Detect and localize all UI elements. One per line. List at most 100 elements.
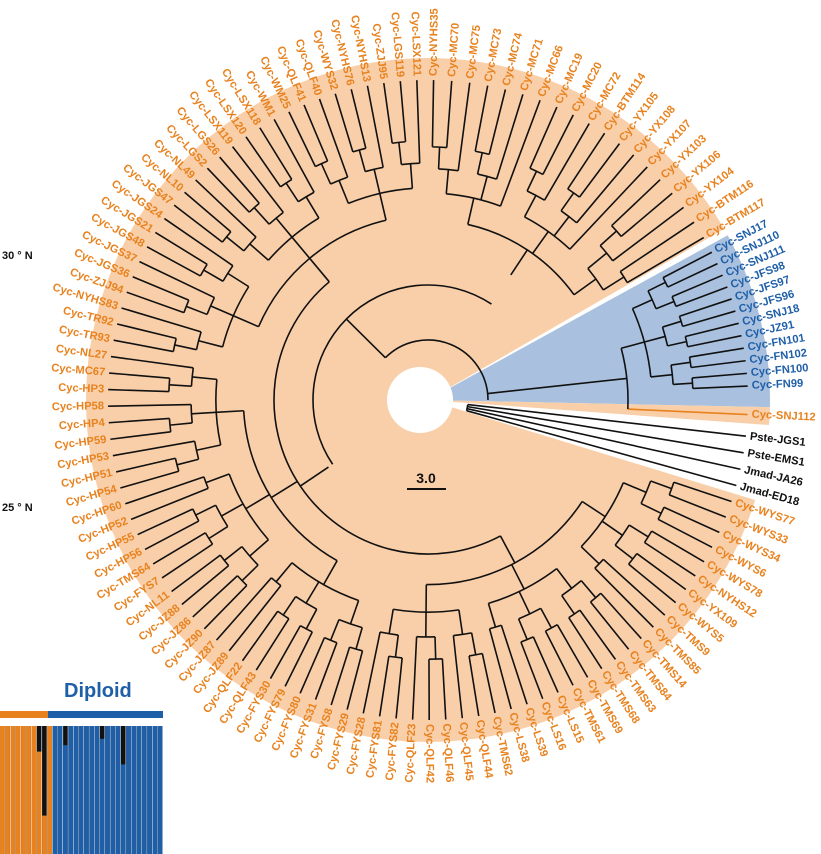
branch (434, 636, 437, 660)
branch (481, 653, 496, 714)
branch-arc (468, 652, 483, 657)
branch (632, 299, 653, 310)
branch (192, 575, 238, 618)
branch-arc (678, 316, 684, 327)
structure-bar (15, 726, 21, 854)
leaf-label: Cyc-LSX121 (408, 11, 422, 76)
branch (195, 504, 217, 516)
branch (288, 111, 317, 167)
branch (113, 339, 174, 353)
branch-arc (195, 331, 202, 350)
branch (540, 607, 553, 629)
branch (543, 123, 590, 201)
branch-arc (221, 286, 250, 348)
leaf-label: Cyc-FYS82 (384, 722, 402, 781)
branch (568, 617, 603, 670)
branch (620, 192, 673, 238)
leaf-label: Cyc-HP4 (58, 417, 106, 432)
branch (249, 243, 269, 261)
branch (378, 656, 390, 717)
branch (338, 180, 350, 204)
branch (628, 563, 677, 604)
branch (139, 260, 215, 299)
branch (174, 344, 197, 351)
branch (561, 595, 576, 615)
branch-arc (619, 271, 628, 284)
branch (398, 142, 403, 165)
branch (318, 98, 349, 178)
branch (611, 179, 661, 227)
branch-arc (568, 609, 581, 619)
branch (466, 407, 741, 471)
branch (282, 596, 297, 616)
branch-arc (545, 623, 558, 632)
branch (468, 655, 480, 717)
structure-bar (94, 726, 100, 854)
branch (647, 281, 666, 292)
branch (441, 658, 447, 720)
branch (619, 221, 695, 273)
branch (399, 81, 407, 142)
snj112-wedge (428, 400, 770, 426)
branch-arc (206, 297, 216, 315)
branch (488, 89, 507, 155)
branch (132, 276, 190, 301)
branch-arc (192, 508, 200, 522)
branch (556, 568, 573, 589)
branch (687, 334, 742, 348)
branch (560, 192, 575, 212)
branch (275, 217, 293, 238)
branch (510, 249, 529, 276)
leaf-label: Cyc-HP58 (52, 400, 104, 413)
branch-arc (392, 140, 406, 145)
branch-arc (388, 655, 403, 659)
latitude-30n-label: 30 ° N (2, 250, 33, 262)
branch (383, 82, 393, 144)
branch-arc (671, 296, 677, 307)
branch (576, 154, 635, 224)
structure-bar (99, 738, 105, 854)
branch (394, 634, 400, 658)
branch-arc (668, 482, 675, 496)
branch (689, 347, 744, 358)
branch (553, 216, 570, 237)
structure-bar (42, 815, 47, 854)
branch (221, 503, 244, 517)
branch-arc (297, 191, 315, 203)
branch-arc (465, 404, 469, 411)
branch (285, 182, 299, 203)
branch (303, 104, 329, 162)
branch (126, 291, 185, 314)
branch (594, 567, 654, 628)
branch (346, 650, 364, 710)
branch (284, 631, 313, 687)
branch (173, 204, 223, 243)
branch (349, 600, 360, 625)
branch-arc (300, 624, 313, 633)
branch-arc (661, 326, 669, 347)
branch-arc (348, 187, 413, 205)
branch (542, 114, 574, 175)
branch (488, 628, 512, 710)
structure-bar (21, 726, 26, 854)
branch (556, 624, 589, 678)
branch (628, 524, 649, 538)
branch (692, 385, 748, 390)
branch (195, 179, 257, 238)
branch (314, 642, 338, 700)
branch-arc (204, 532, 214, 545)
branch (291, 236, 311, 259)
branch (388, 609, 394, 634)
branch (253, 207, 270, 225)
branch (334, 93, 354, 153)
branch (487, 377, 627, 395)
branch (466, 409, 737, 487)
branch (531, 231, 549, 254)
branch-arc (684, 336, 689, 347)
branch (662, 251, 713, 279)
branch (245, 493, 270, 510)
branch (210, 305, 234, 317)
branch (125, 476, 205, 505)
branch (671, 274, 723, 298)
branch-arc (662, 277, 669, 288)
